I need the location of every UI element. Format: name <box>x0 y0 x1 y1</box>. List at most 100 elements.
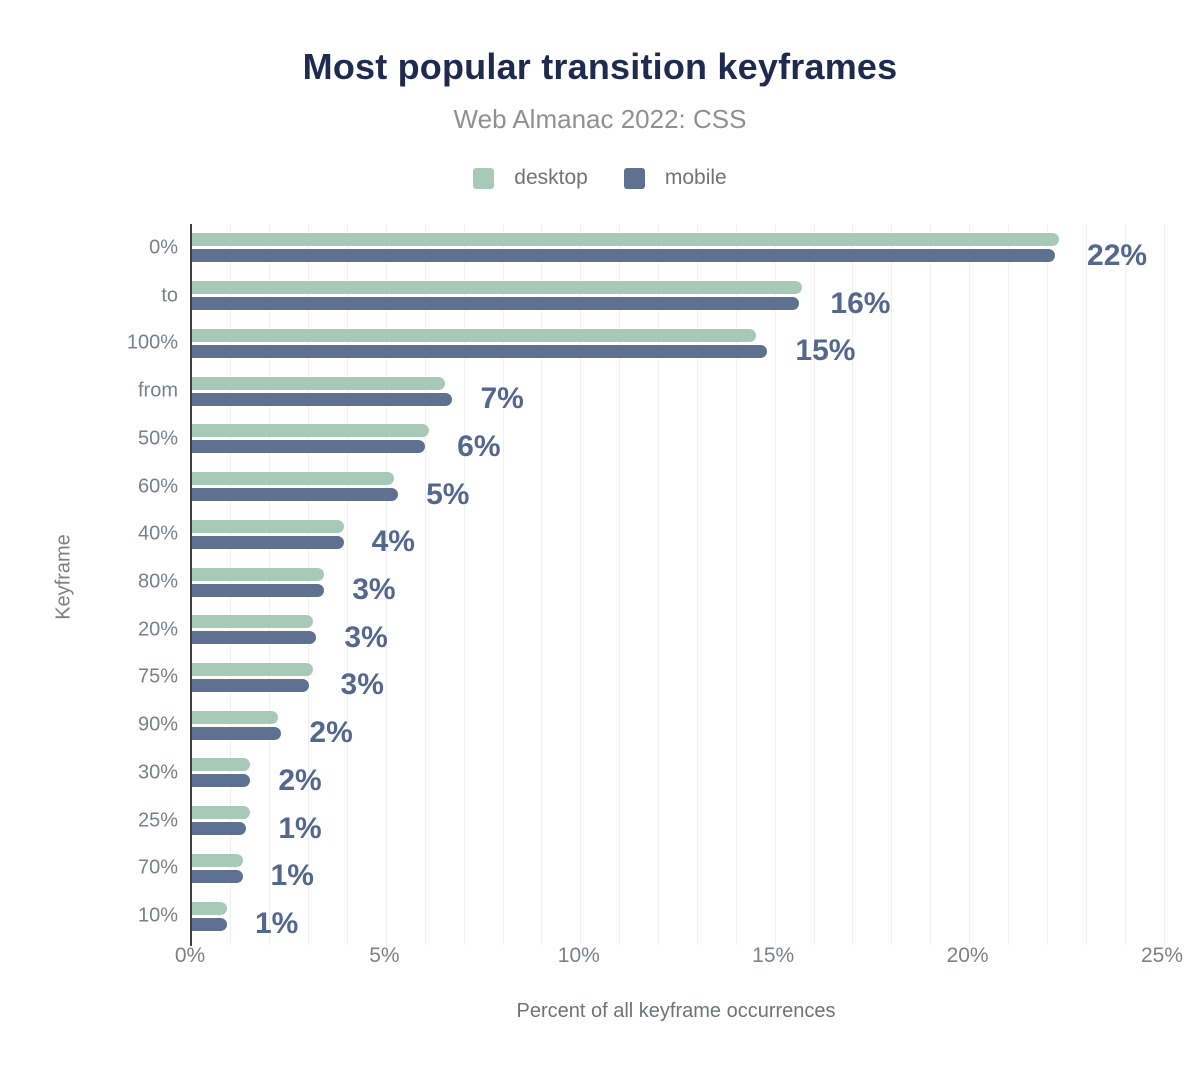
gridline <box>1046 224 1048 945</box>
gridline <box>813 224 815 945</box>
mobile-bar <box>192 917 227 931</box>
category-label: 0% <box>149 236 178 259</box>
value-label: 1% <box>278 811 322 845</box>
gridline <box>696 224 698 945</box>
category-label: 90% <box>137 713 178 736</box>
gridline <box>385 224 387 945</box>
category-label: 100% <box>126 331 178 354</box>
value-label: 2% <box>309 716 353 750</box>
x-tick-label: 10% <box>557 944 600 967</box>
x-tick-label: 25% <box>1140 944 1184 967</box>
mobile-bar <box>192 774 251 788</box>
desktop-bar <box>192 806 251 820</box>
desktop-bar <box>192 901 227 915</box>
legend-swatch-mobile-icon <box>623 167 645 189</box>
gridline <box>541 224 543 945</box>
gridline <box>1007 224 1009 945</box>
desktop-bar <box>192 424 430 438</box>
gridline <box>502 224 504 945</box>
desktop-bar <box>192 376 445 390</box>
bar-group <box>192 749 1162 797</box>
x-axis-title: Percent of all keyframe occurrences <box>516 1000 836 1022</box>
bar-row: 80% 3% <box>138 558 1162 606</box>
mobile-bar <box>192 392 453 406</box>
plot-area: 0% 22% to 16% 100% 15% from 7% 50% 6% 60% 5% 40% 4% 80… <box>127 224 1165 946</box>
value-label: 3% <box>340 668 384 702</box>
x-tick-label: 0% <box>174 944 206 967</box>
value-label: 5% <box>426 477 470 511</box>
bar-group <box>192 224 1162 272</box>
bar-group <box>192 892 1162 940</box>
category-label: 80% <box>137 570 178 593</box>
bar-row: 50% 6% <box>138 415 1162 463</box>
mobile-bar <box>192 488 399 502</box>
bar-group <box>192 606 1162 654</box>
desktop-bar <box>192 328 756 342</box>
gridline <box>1085 224 1087 945</box>
x-tick-label: 5% <box>369 944 400 967</box>
legend-item-desktop: desktop <box>473 166 588 190</box>
category-label: 70% <box>137 856 178 879</box>
gridline <box>852 224 854 945</box>
category-label: to <box>161 284 178 307</box>
desktop-bar <box>192 758 251 772</box>
gridline <box>347 224 349 945</box>
desktop-bar <box>192 615 313 629</box>
desktop-bar <box>192 853 243 867</box>
bar-row: 0% 22% <box>149 224 1162 272</box>
category-label: 20% <box>137 618 178 641</box>
value-label: 1% <box>254 907 299 941</box>
x-tick-label: 15% <box>752 944 795 967</box>
gridline <box>1124 224 1126 945</box>
legend-label-desktop: desktop <box>514 166 588 189</box>
bar-group <box>192 319 1162 367</box>
mobile-bar <box>192 822 247 836</box>
bar-row: 60% 5% <box>138 463 1162 511</box>
gridline <box>1163 224 1165 945</box>
gridline <box>619 224 621 945</box>
bar-group <box>192 845 1162 893</box>
value-label: 6% <box>457 429 501 463</box>
bar-row: 75% 3% <box>138 654 1162 702</box>
gridline <box>774 224 776 945</box>
bar-group <box>192 654 1162 702</box>
mobile-bar <box>192 678 309 692</box>
category-label: 10% <box>137 904 178 927</box>
mobile-bar <box>192 440 426 454</box>
mobile-bar <box>192 726 282 740</box>
gridline <box>658 224 660 945</box>
value-label: 3% <box>352 573 396 606</box>
mobile-bar <box>192 297 799 311</box>
category-label: 30% <box>137 761 178 784</box>
value-label: 16% <box>830 286 891 320</box>
legend-label-mobile: mobile <box>664 166 727 189</box>
bar-row: 30% 2% <box>138 749 1162 797</box>
bar-group <box>192 797 1162 845</box>
bar-row: 100% 15% <box>127 319 1162 368</box>
legend-swatch-desktop-icon <box>473 167 495 189</box>
category-label: 50% <box>137 427 178 450</box>
value-label: 3% <box>344 620 388 654</box>
value-label: 7% <box>480 382 524 416</box>
value-label: 15% <box>795 334 856 368</box>
category-label: 60% <box>137 475 178 498</box>
bar-rows: 0% 22% to 16% 100% 15% from 7% 50% 6% 60% 5% 40% 4% 80… <box>127 224 1162 941</box>
bar-row: 90% 2% <box>138 701 1162 750</box>
gridline <box>891 224 893 945</box>
bar-group <box>192 272 1162 320</box>
category-label: 40% <box>137 522 178 545</box>
bar-group <box>192 415 1162 463</box>
legend-item-mobile: mobile <box>623 166 727 190</box>
bar-row: 25% 1% <box>138 797 1162 845</box>
bar-row: to 16% <box>161 272 1162 320</box>
gridline <box>424 224 426 945</box>
mobile-bar <box>192 344 768 358</box>
y-axis-title: Keyframe <box>52 534 75 620</box>
value-label: 1% <box>270 859 314 893</box>
category-label: 25% <box>137 809 178 832</box>
desktop-bar <box>192 233 1060 247</box>
gridline <box>930 224 932 945</box>
chart-title: Most popular transition keyframes <box>302 46 898 87</box>
value-label: 2% <box>278 763 322 797</box>
